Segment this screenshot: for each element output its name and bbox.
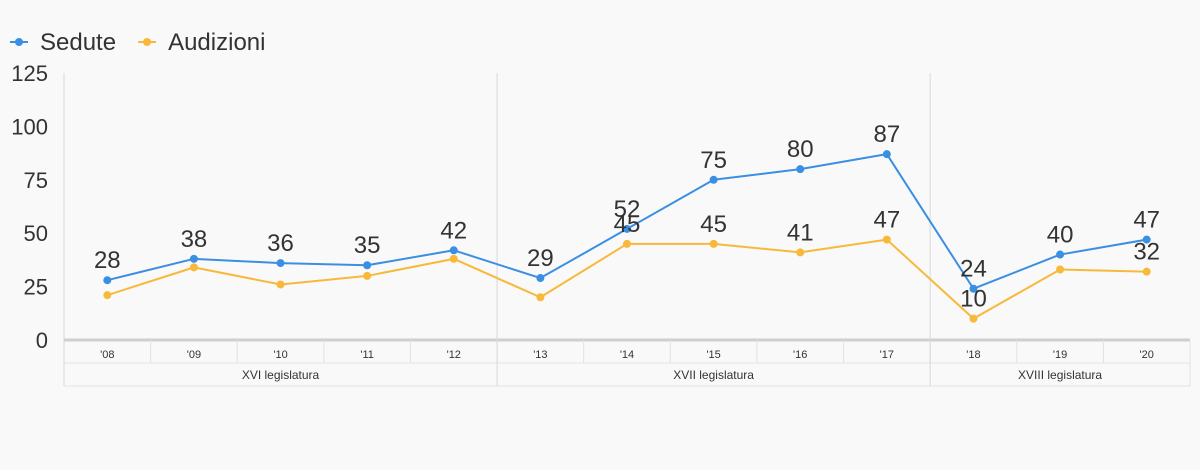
x-tick-label: '17 [880,349,894,361]
x-tick-label: '13 [533,349,547,361]
x-tick-label: '20 [1140,349,1154,361]
data-point-sedute [363,261,372,270]
data-point-audizioni [623,239,631,248]
data-point-sedute [536,274,545,283]
data-label-sedute: 28 [94,247,121,274]
x-tick-label: '11 [360,349,374,361]
data-label-audizioni: 10 [960,286,987,313]
data-label-sedute: 35 [354,232,381,259]
data-label-sedute: 87 [873,121,900,148]
data-label-audizioni: 45 [700,211,727,238]
y-tick-label: 100 [11,114,48,139]
data-point-sedute [189,254,198,263]
data-label-audizioni: 45 [614,211,641,238]
y-tick-label: 125 [11,61,48,86]
data-point-audizioni [449,254,458,263]
data-label-sedute: 80 [787,136,814,163]
x-tick-label: '09 [187,349,201,361]
data-point-audizioni [1056,265,1065,274]
data-point-audizioni [882,235,891,244]
x-tick-label: '18 [966,349,980,361]
data-label-audizioni: 47 [873,207,900,234]
x-tick-label: '08 [100,349,114,361]
data-point-sedute [1056,250,1065,259]
x-tick-label: '16 [793,349,807,361]
data-label-audizioni: 32 [1133,239,1160,266]
data-point-audizioni [969,314,978,323]
y-tick-label: 50 [24,221,48,246]
y-tick-label: 75 [24,168,48,193]
data-label-sedute: 40 [1047,222,1074,249]
group-label: XVII legislatura [673,368,754,382]
data-point-audizioni [536,293,545,302]
group-label: XVI legislatura [242,368,320,382]
x-tick-label: '15 [706,349,720,361]
x-tick-label: '10 [273,349,287,361]
data-point-sedute [709,175,718,184]
data-point-sedute [623,224,631,233]
x-tick-label: '12 [447,349,461,361]
data-label-sedute: 52 [614,196,641,223]
x-tick-label: '14 [620,349,634,361]
data-point-sedute [796,165,805,174]
data-label-sedute: 29 [527,245,554,272]
y-tick-label: 25 [24,275,48,300]
data-point-audizioni [276,280,285,289]
data-label-audizioni: 41 [787,219,814,246]
data-label-sedute: 38 [181,226,208,253]
data-point-sedute [882,150,891,159]
data-label-sedute: 47 [1133,207,1160,234]
legend-label-sedute: Sedute [40,29,116,56]
data-point-sedute [103,276,112,285]
y-tick-label: 0 [36,328,48,353]
data-point-sedute [1142,235,1151,244]
data-label-sedute: 75 [700,147,727,174]
legend-marker-audizioni [143,38,152,46]
data-point-sedute [449,246,458,255]
data-label-sedute: 36 [267,230,294,257]
data-label-sedute: 24 [960,256,987,283]
x-tick-label: '19 [1053,349,1067,361]
data-point-sedute [969,284,978,293]
data-point-audizioni [1142,267,1151,276]
series-line-audizioni [107,238,1147,320]
group-label: XVIII legislatura [1018,368,1102,382]
data-label-sedute: 42 [440,217,467,244]
data-point-audizioni [796,248,805,257]
data-point-audizioni [189,263,198,272]
data-point-sedute [276,259,285,268]
legend-marker-sedute [15,38,23,46]
data-point-audizioni [363,271,372,280]
data-point-audizioni [103,291,112,300]
data-point-audizioni [709,239,718,248]
legend-label-audizioni: Audizioni [168,29,265,56]
